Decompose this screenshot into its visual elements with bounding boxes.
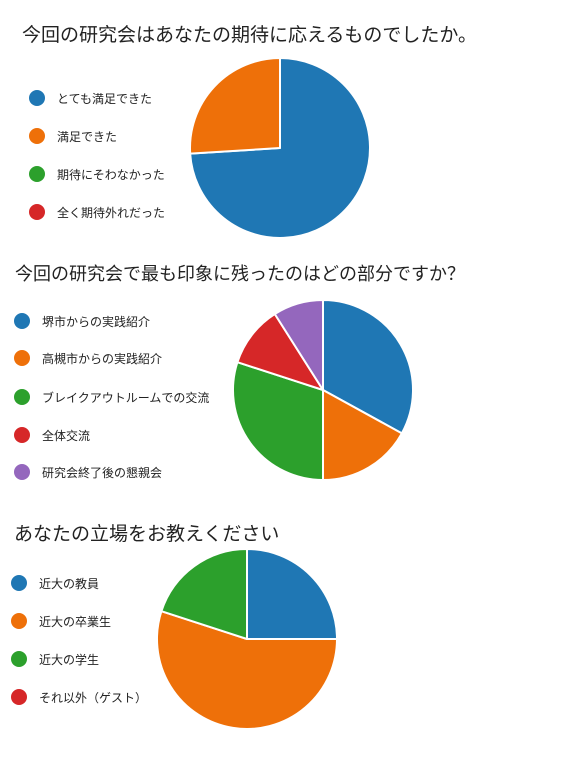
chart-1-legend-item-2: 期待にそわなかった bbox=[29, 164, 165, 184]
chart-2-slice-2 bbox=[232, 361, 324, 481]
chart-1-legend-item-3: 全く期待外れだった bbox=[29, 202, 165, 222]
chart-2-legend-item-3: 全体交流 bbox=[14, 425, 90, 445]
chart-2-legend-label-3: 全体交流 bbox=[42, 428, 91, 443]
chart-2-legend-swatch-1 bbox=[14, 350, 30, 366]
chart-1-legend-item-0: とても満足できた bbox=[29, 88, 152, 108]
chart-3-legend-item-3: それ以外（ゲスト） bbox=[11, 687, 147, 707]
chart-3-slice-0 bbox=[246, 548, 338, 640]
chart-2-legend-item-2: ブレイクアウトルームでの交流 bbox=[14, 387, 209, 407]
chart-3-legend-label-1: 近大の卒業生 bbox=[39, 614, 112, 629]
chart-2-legend-item-4: 研究会終了後の懇親会 bbox=[14, 462, 162, 482]
chart-3-panel: あなたの立場をお教えください 近大の教員 近大の卒業生 近大の学生 それ以外（ゲ… bbox=[0, 510, 564, 766]
chart-2-slice-0 bbox=[322, 299, 414, 435]
chart-1-slice-1 bbox=[189, 57, 281, 155]
chart-1-legend-swatch-0 bbox=[29, 90, 45, 106]
chart-1-legend-label-1: 満足できた bbox=[57, 129, 118, 144]
chart-2-legend-swatch-4 bbox=[14, 464, 30, 480]
chart-3-legend-label-3: それ以外（ゲスト） bbox=[39, 690, 148, 705]
chart-1-pie bbox=[189, 57, 371, 239]
chart-2-legend-swatch-2 bbox=[14, 389, 30, 405]
chart-3-legend-item-2: 近大の学生 bbox=[11, 649, 99, 669]
chart-2-legend-label-4: 研究会終了後の懇親会 bbox=[42, 465, 163, 480]
chart-3-title: あなたの立場をお教えください bbox=[14, 523, 280, 545]
chart-2-legend-item-0: 堺市からの実践紹介 bbox=[14, 311, 150, 331]
chart-2-title: 今回の研究会で最も印象に残ったのはどの部分ですか？ bbox=[15, 264, 465, 285]
chart-3-legend-swatch-3 bbox=[11, 689, 27, 705]
chart-3-slice-1 bbox=[156, 610, 338, 730]
chart-2-panel: 今回の研究会で最も印象に残ったのはどの部分ですか？ 堺市からの実践紹介 高槻市か… bbox=[0, 250, 564, 510]
chart-2-slice-1 bbox=[322, 389, 403, 481]
chart-2-legend-item-1: 高槻市からの実践紹介 bbox=[14, 348, 162, 368]
chart-2-legend-swatch-0 bbox=[14, 313, 30, 329]
chart-3-slice-2 bbox=[160, 548, 248, 640]
chart-2-legend-label-1: 高槻市からの実践紹介 bbox=[42, 351, 163, 366]
chart-1-legend-swatch-2 bbox=[29, 166, 45, 182]
chart-1-legend-swatch-1 bbox=[29, 128, 45, 144]
chart-2-pie bbox=[232, 299, 414, 481]
chart-1-legend-label-2: 期待にそわなかった bbox=[57, 167, 165, 182]
chart-1-legend-swatch-3 bbox=[29, 204, 45, 220]
chart-1-legend-label-0: とても満足できた bbox=[57, 91, 153, 106]
chart-2-legend-label-0: 堺市からの実践紹介 bbox=[42, 314, 151, 329]
chart-3-legend-swatch-2 bbox=[11, 651, 27, 667]
chart-3-legend-label-2: 近大の学生 bbox=[39, 652, 100, 667]
chart-1-legend-item-1: 満足できた bbox=[29, 126, 117, 146]
chart-3-legend-item-0: 近大の教員 bbox=[11, 573, 99, 593]
chart-1-title: 今回の研究会はあなたの期待に応えるものでしたか。 bbox=[22, 24, 478, 46]
chart-3-legend-swatch-1 bbox=[11, 613, 27, 629]
chart-2-legend-label-2: ブレイクアウトルームでの交流 bbox=[42, 390, 210, 405]
chart-2-slice-4 bbox=[273, 299, 324, 391]
chart-1-panel: 今回の研究会はあなたの期待に応えるものでしたか。 とても満足できた 満足できた … bbox=[0, 0, 564, 250]
chart-3-legend-label-0: 近大の教員 bbox=[39, 576, 100, 591]
chart-1-legend-label-3: 全く期待外れだった bbox=[57, 205, 166, 220]
chart-3-pie bbox=[156, 548, 338, 730]
chart-3-legend-swatch-0 bbox=[11, 575, 27, 591]
chart-2-legend-swatch-3 bbox=[14, 427, 30, 443]
chart-3-legend-item-1: 近大の卒業生 bbox=[11, 611, 111, 631]
